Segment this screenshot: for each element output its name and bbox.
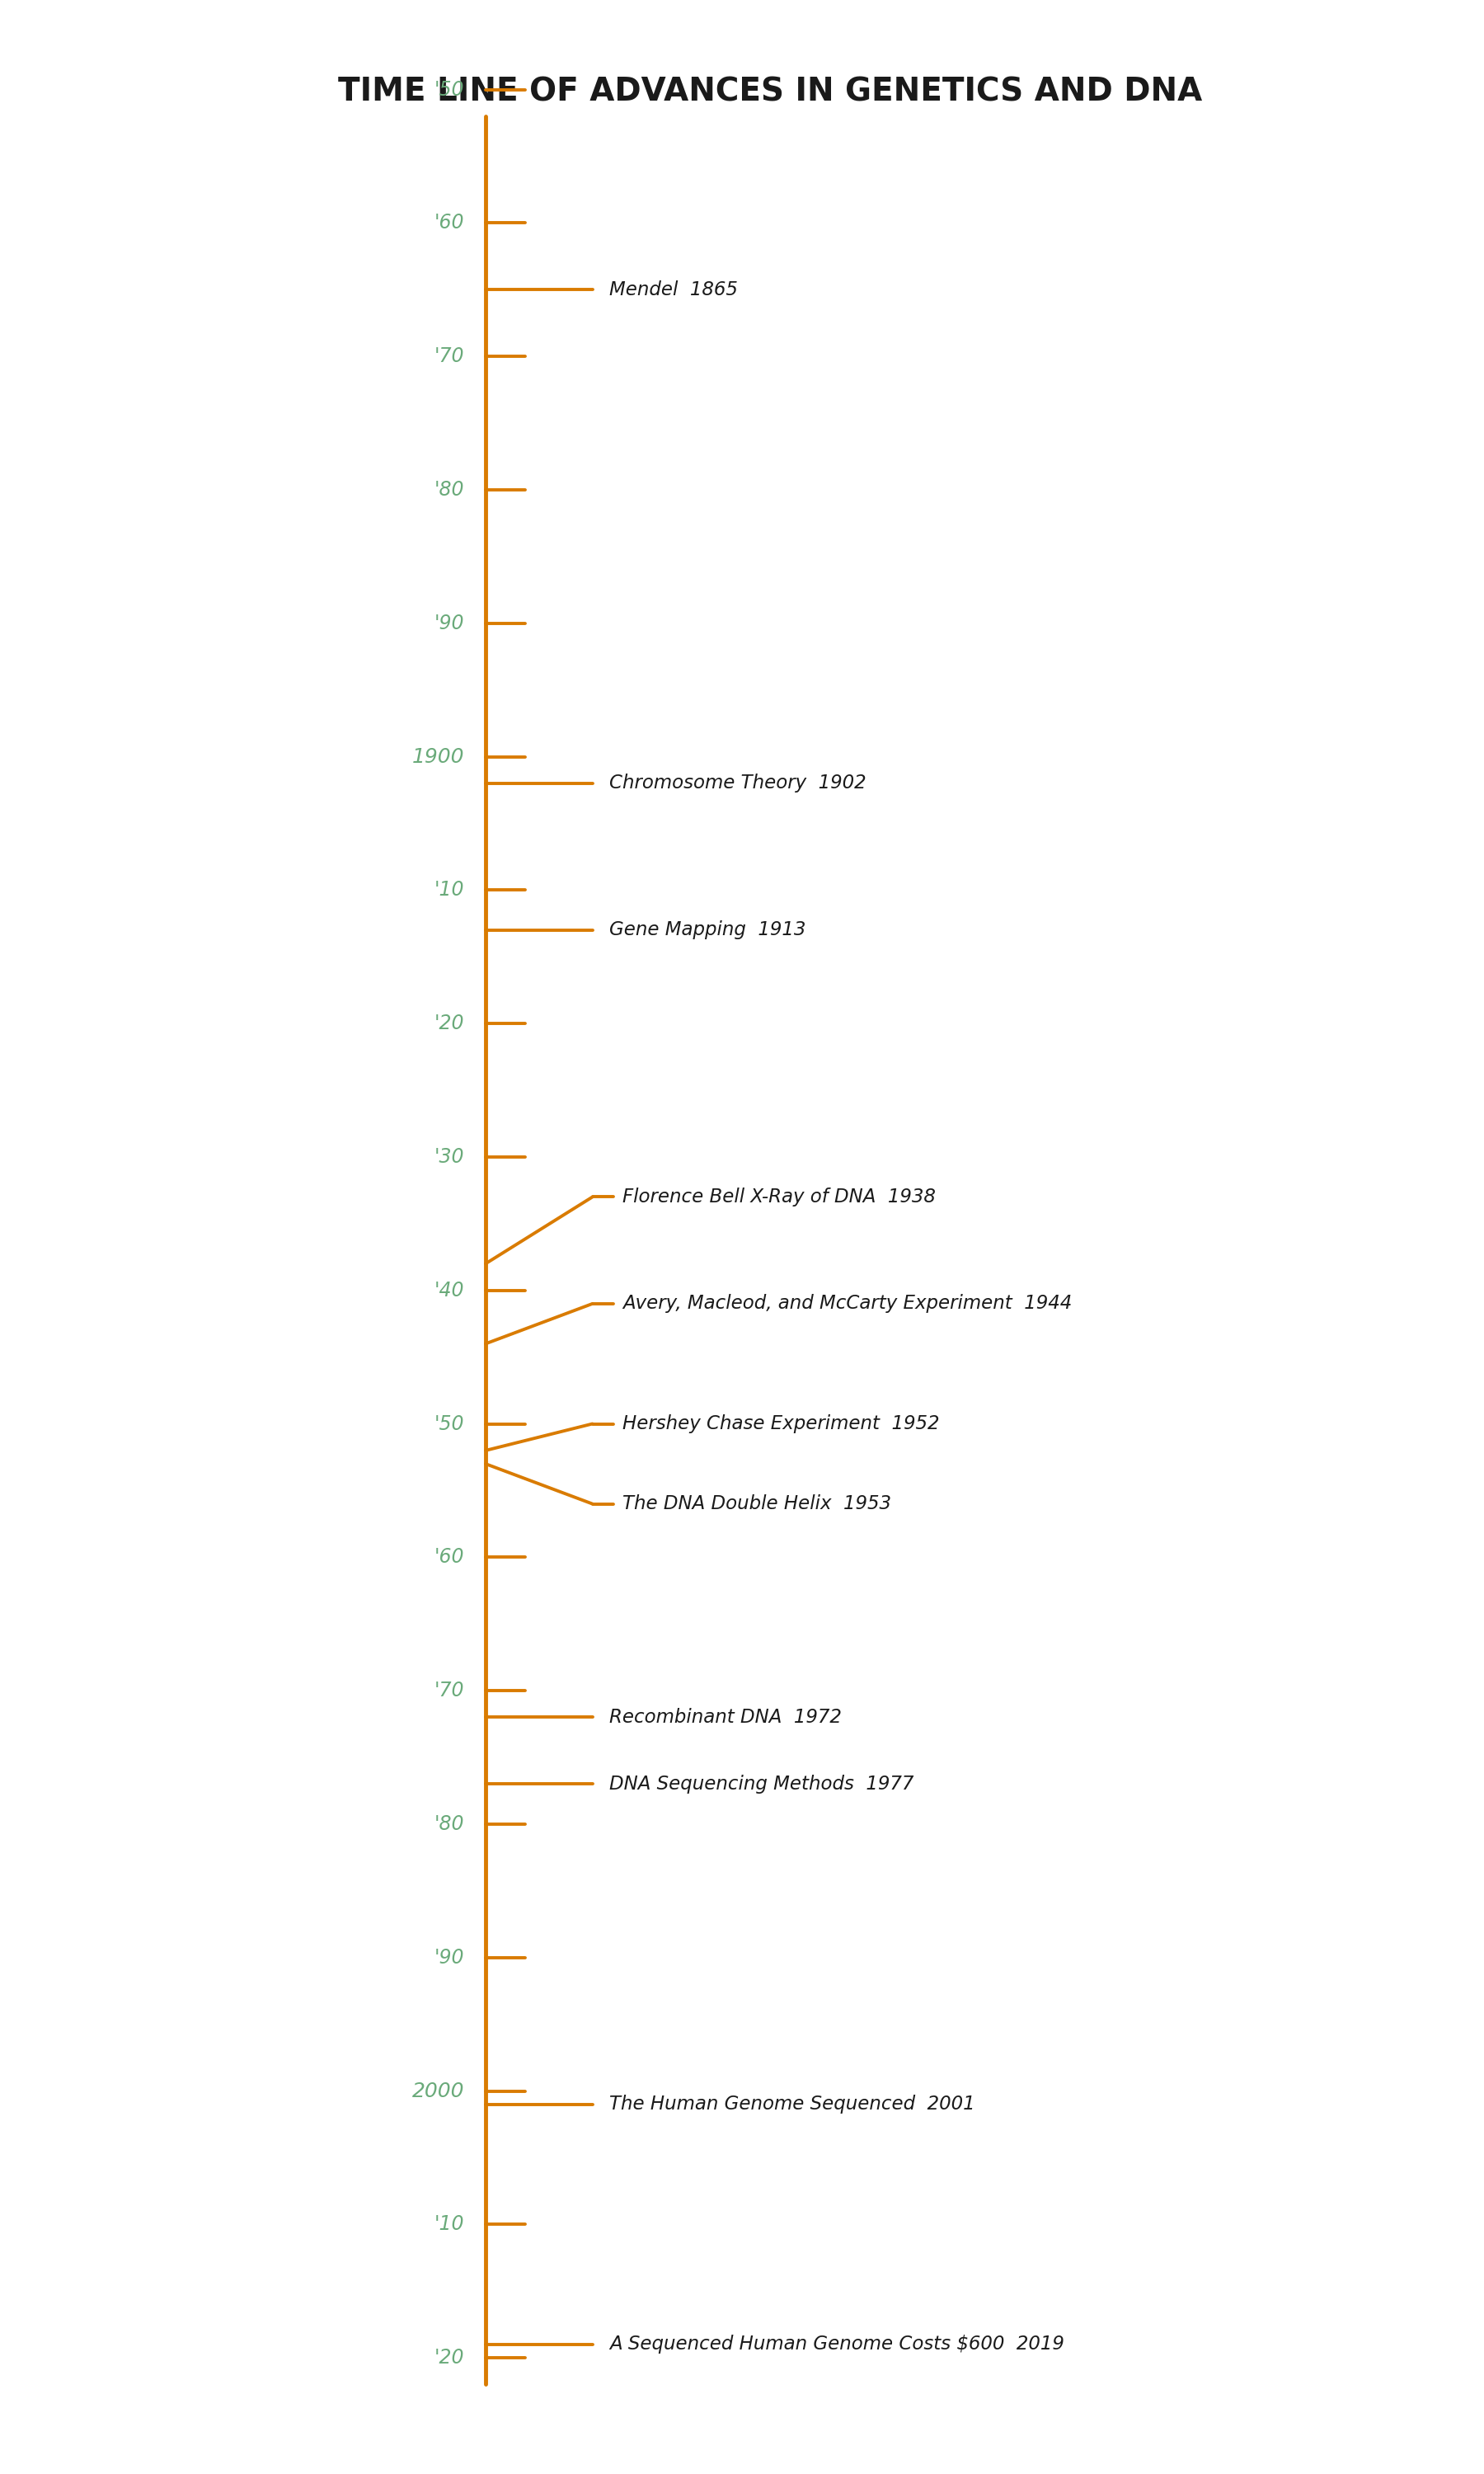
Text: Chromosome Theory  1902: Chromosome Theory 1902 — [610, 774, 867, 792]
Text: The DNA Double Helix  1953: The DNA Double Helix 1953 — [622, 1494, 890, 1514]
Text: '70: '70 — [435, 346, 464, 366]
Text: '10: '10 — [435, 2214, 464, 2234]
Text: Mendel  1865: Mendel 1865 — [610, 280, 738, 299]
Text: '50: '50 — [435, 79, 464, 99]
Text: A Sequenced Human Genome Costs $600  2019: A Sequenced Human Genome Costs $600 2019 — [610, 2335, 1064, 2353]
Text: '60: '60 — [435, 213, 464, 233]
Text: Recombinant DNA  1972: Recombinant DNA 1972 — [610, 1707, 841, 1727]
Text: Florence Bell X-Ray of DNA  1938: Florence Bell X-Ray of DNA 1938 — [622, 1188, 935, 1207]
Text: '80: '80 — [435, 1813, 464, 1833]
Text: '70: '70 — [435, 1680, 464, 1700]
Text: 1900: 1900 — [413, 747, 464, 767]
Text: '50: '50 — [435, 1415, 464, 1435]
Text: '20: '20 — [435, 1014, 464, 1034]
Text: '40: '40 — [435, 1282, 464, 1301]
Text: '30: '30 — [435, 1148, 464, 1168]
Text: Hershey Chase Experiment  1952: Hershey Chase Experiment 1952 — [622, 1415, 939, 1432]
Text: '20: '20 — [435, 2348, 464, 2368]
Text: The Human Genome Sequenced  2001: The Human Genome Sequenced 2001 — [610, 2095, 975, 2113]
Text: '80: '80 — [435, 480, 464, 500]
Text: Gene Mapping  1913: Gene Mapping 1913 — [610, 920, 806, 940]
Text: '90: '90 — [435, 614, 464, 633]
Text: DNA Sequencing Methods  1977: DNA Sequencing Methods 1977 — [610, 1774, 914, 1794]
Text: 2000: 2000 — [413, 2081, 464, 2100]
Text: '90: '90 — [435, 1947, 464, 1967]
Text: Avery, Macleod, and McCarty Experiment  1944: Avery, Macleod, and McCarty Experiment 1… — [622, 1294, 1071, 1314]
Text: '60: '60 — [435, 1546, 464, 1566]
Text: TIME LINE OF ADVANCES IN GENETICS AND DNA: TIME LINE OF ADVANCES IN GENETICS AND DN… — [338, 77, 1202, 106]
Text: '10: '10 — [435, 881, 464, 901]
